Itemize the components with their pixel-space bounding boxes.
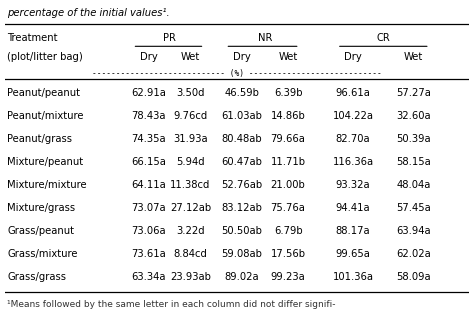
Text: 9.76cd: 9.76cd [173, 111, 208, 121]
Text: NR: NR [258, 33, 272, 43]
Text: PR: PR [163, 33, 176, 43]
Text: 46.59b: 46.59b [224, 88, 259, 98]
Text: 61.03ab: 61.03ab [221, 111, 262, 121]
Text: 74.35a: 74.35a [131, 134, 166, 144]
Text: 14.86b: 14.86b [271, 111, 305, 121]
Text: 89.02a: 89.02a [224, 272, 259, 282]
Text: 11.38cd: 11.38cd [170, 180, 211, 190]
Text: 80.48ab: 80.48ab [221, 134, 262, 144]
Text: 75.76a: 75.76a [271, 203, 306, 213]
Text: 83.12ab: 83.12ab [221, 203, 262, 213]
Text: Grass/mixture: Grass/mixture [7, 249, 78, 259]
Text: Wet: Wet [181, 52, 200, 62]
Text: 3.50d: 3.50d [176, 88, 205, 98]
Text: Peanut/grass: Peanut/grass [7, 134, 72, 144]
Text: 60.47ab: 60.47ab [221, 157, 262, 167]
Text: 27.12ab: 27.12ab [170, 203, 211, 213]
Text: 99.23a: 99.23a [271, 272, 305, 282]
Text: 88.17a: 88.17a [336, 226, 371, 236]
Text: 6.39b: 6.39b [274, 88, 302, 98]
Text: 63.94a: 63.94a [396, 226, 431, 236]
Text: 78.43a: 78.43a [131, 111, 166, 121]
Text: Grass/peanut: Grass/peanut [7, 226, 74, 236]
Text: Dry: Dry [233, 52, 251, 62]
Text: Peanut/mixture: Peanut/mixture [7, 111, 83, 121]
Text: Mixture/peanut: Mixture/peanut [7, 157, 83, 167]
Text: 58.15a: 58.15a [396, 157, 431, 167]
Text: 94.41a: 94.41a [336, 203, 371, 213]
Text: Mixture/mixture: Mixture/mixture [7, 180, 87, 190]
Text: 21.00b: 21.00b [271, 180, 305, 190]
Text: 93.32a: 93.32a [336, 180, 371, 190]
Text: 17.56b: 17.56b [271, 249, 306, 259]
Text: 58.09a: 58.09a [396, 272, 431, 282]
Text: Peanut/peanut: Peanut/peanut [7, 88, 80, 98]
Text: 31.93a: 31.93a [173, 134, 208, 144]
Text: 116.36a: 116.36a [333, 157, 374, 167]
Text: 50.50ab: 50.50ab [221, 226, 262, 236]
Text: 48.04a: 48.04a [396, 180, 431, 190]
Text: ¹Means followed by the same letter in each column did not differ signifi-: ¹Means followed by the same letter in ea… [7, 299, 336, 308]
Text: percentage of the initial values¹.: percentage of the initial values¹. [7, 8, 170, 18]
Text: 96.61a: 96.61a [336, 88, 371, 98]
Text: 11.71b: 11.71b [271, 157, 306, 167]
Text: Mixture/grass: Mixture/grass [7, 203, 75, 213]
Text: 50.39a: 50.39a [396, 134, 431, 144]
Text: 104.22a: 104.22a [333, 111, 374, 121]
Text: 57.45a: 57.45a [396, 203, 431, 213]
Text: Dry: Dry [140, 52, 158, 62]
Text: Wet: Wet [404, 52, 423, 62]
Text: 52.76ab: 52.76ab [221, 180, 262, 190]
Text: Treatment: Treatment [7, 33, 57, 43]
Text: ---------------------------- (%) ----------------------------: ---------------------------- (%) -------… [92, 69, 382, 78]
Text: 6.79b: 6.79b [274, 226, 302, 236]
Text: 59.08ab: 59.08ab [221, 249, 262, 259]
Text: 73.06a: 73.06a [131, 226, 166, 236]
Text: Wet: Wet [278, 52, 298, 62]
Text: 101.36a: 101.36a [333, 272, 374, 282]
Text: 82.70a: 82.70a [336, 134, 371, 144]
Text: Dry: Dry [344, 52, 362, 62]
Text: (plot/litter bag): (plot/litter bag) [7, 52, 83, 62]
Text: 73.61a: 73.61a [131, 249, 166, 259]
Text: 57.27a: 57.27a [396, 88, 431, 98]
Text: 8.84cd: 8.84cd [173, 249, 208, 259]
Text: 32.60a: 32.60a [396, 111, 431, 121]
Text: 23.93ab: 23.93ab [170, 272, 211, 282]
Text: 63.34a: 63.34a [131, 272, 166, 282]
Text: 64.11a: 64.11a [131, 180, 166, 190]
Text: Grass/grass: Grass/grass [7, 272, 66, 282]
Text: 73.07a: 73.07a [131, 203, 166, 213]
Text: 5.94d: 5.94d [176, 157, 205, 167]
Text: 62.02a: 62.02a [396, 249, 431, 259]
Text: 66.15a: 66.15a [131, 157, 166, 167]
Text: 3.22d: 3.22d [176, 226, 205, 236]
Text: CR: CR [376, 33, 390, 43]
Text: 99.65a: 99.65a [336, 249, 371, 259]
Text: 62.91a: 62.91a [131, 88, 166, 98]
Text: 79.66a: 79.66a [271, 134, 306, 144]
